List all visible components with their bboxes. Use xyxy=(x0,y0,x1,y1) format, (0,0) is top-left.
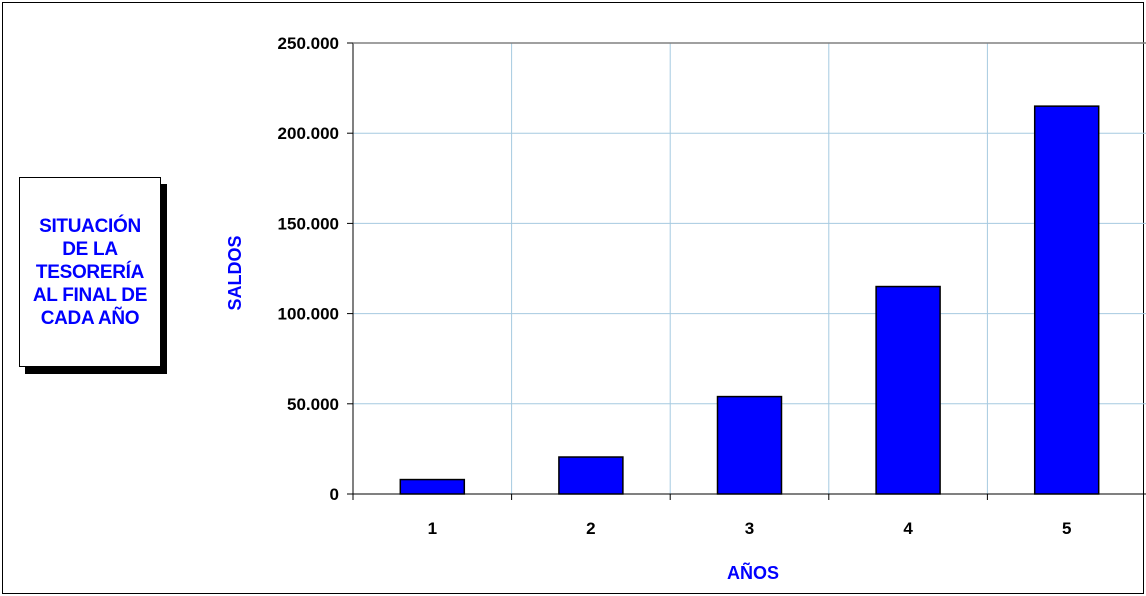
bar-year-4 xyxy=(875,285,941,495)
y-tick-label: 150.000 xyxy=(278,214,339,233)
bar-year-3 xyxy=(716,395,783,495)
bar-year-2 xyxy=(558,456,624,495)
y-tick-labels: 0 50.000 100.000 150.000 200.000 250.000 xyxy=(278,34,339,504)
x-axis-title: AÑOS xyxy=(727,562,779,583)
x-tick-label: 2 xyxy=(586,519,595,538)
y-tick-label: 50.000 xyxy=(287,395,339,414)
chart-title: SITUACIÓN DE LA TESORERÍA AL FINAL DE CA… xyxy=(32,215,148,329)
x-tick-label: 5 xyxy=(1062,519,1071,538)
y-axis-title: SALDOS xyxy=(225,235,245,310)
x-tick-labels: 1 2 3 4 5 xyxy=(428,519,1072,538)
x-tick-label: 4 xyxy=(903,519,913,538)
x-tick-label: 3 xyxy=(745,519,754,538)
x-tick-label: 1 xyxy=(428,519,437,538)
y-tick-label: 0 xyxy=(330,485,339,504)
chart-title-box: SITUACIÓN DE LA TESORERÍA AL FINAL DE CA… xyxy=(19,177,161,367)
bar-year-5 xyxy=(1033,105,1100,495)
y-tick-label: 250.000 xyxy=(278,34,339,53)
bar-year-1 xyxy=(399,478,466,495)
y-tick-label: 200.000 xyxy=(278,124,339,143)
y-tick-label: 100.000 xyxy=(278,305,339,324)
bars xyxy=(399,105,1100,495)
